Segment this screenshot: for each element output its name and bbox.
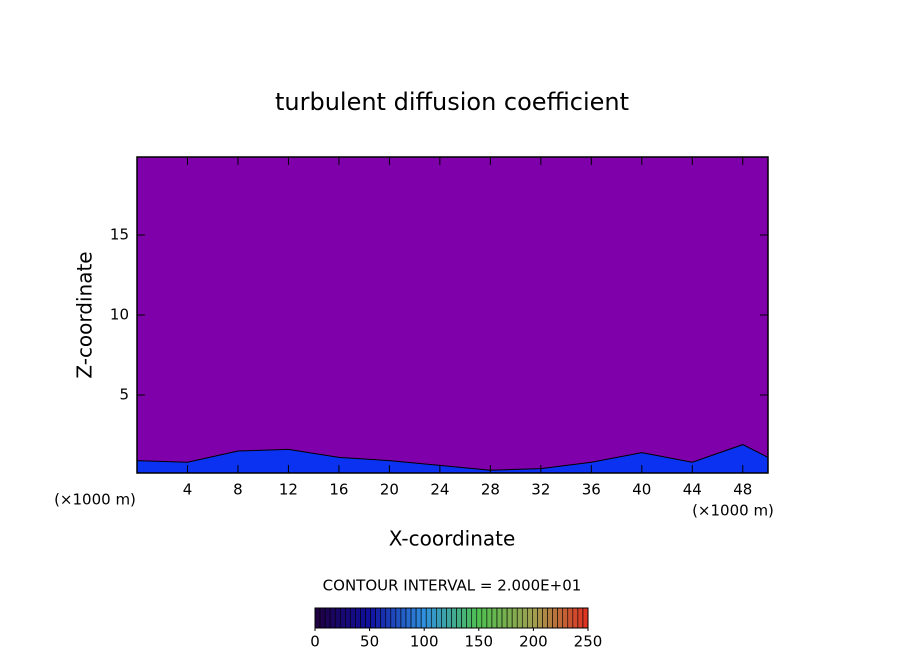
colorbar-cell: [375, 607, 382, 629]
colorbar-cell: [380, 607, 387, 629]
colorbar-cell: [456, 607, 462, 629]
x-tick-label: 32: [531, 481, 550, 499]
x-tick-label: 24: [430, 481, 449, 499]
colorbar-cell: [501, 607, 508, 629]
colorbar-cell: [370, 607, 376, 629]
y-tick-label: 5: [119, 386, 129, 404]
colorbar-cell: [451, 607, 457, 629]
colorbar-cell: [395, 607, 402, 629]
y-unit-label: (×1000 m): [54, 491, 136, 509]
x-tick-label: 28: [481, 481, 500, 499]
colorbar-cell: [430, 607, 437, 629]
colorbar-tick-label: 50: [360, 633, 379, 651]
colorbar-cell: [461, 607, 467, 629]
colorbar-frame: [314, 607, 589, 629]
colorbar-tick-label: 150: [464, 633, 493, 651]
colorbar-cell: [532, 607, 538, 629]
colorbar-tick-label: 0: [310, 633, 320, 651]
colorbar-tick-label: 200: [519, 633, 548, 651]
colorbar-cell: [385, 607, 392, 629]
background-field: [137, 157, 768, 473]
colorbar-cell: [542, 607, 548, 629]
colorbar-cell: [476, 607, 483, 629]
x-tick-label: 40: [632, 481, 651, 499]
colorbar-cell: [496, 607, 503, 629]
colorbar-cell: [537, 607, 543, 629]
x-tick-label: 20: [380, 481, 399, 499]
colorbar-label: CONTOUR INTERVAL = 2.000E+01: [323, 577, 582, 595]
colorbar-cell: [552, 607, 558, 629]
y-tick-label: 15: [110, 226, 129, 244]
colorbar-cell: [582, 607, 589, 629]
x-unit-label: (×1000 m): [692, 502, 774, 520]
colorbar-cell: [557, 607, 564, 629]
colorbar-cell: [420, 607, 427, 629]
x-tick-label: 36: [582, 481, 601, 499]
colorbar-cell: [527, 607, 533, 629]
colorbar-cell: [471, 607, 478, 629]
colorbar-cell: [436, 607, 442, 629]
y-axis-label: Z-coordinate: [73, 251, 97, 378]
x-tick-label: 8: [233, 481, 243, 499]
colorbar-cell: [319, 607, 326, 629]
colorbar-cell: [572, 607, 579, 629]
x-tick-label: 44: [683, 481, 702, 499]
colorbar-cell: [400, 607, 407, 629]
colorbar-cell: [516, 607, 523, 629]
colorbar-cell: [390, 607, 397, 629]
x-tick-label: 48: [733, 481, 752, 499]
chart-title: turbulent diffusion coefficient: [275, 88, 629, 116]
colorbar-cell: [415, 607, 422, 629]
colorbar-cell: [567, 607, 574, 629]
colorbar-cell: [425, 607, 432, 629]
colorbar-cell: [511, 607, 518, 629]
colorbar-tick-label: 100: [410, 633, 439, 651]
colorbar-cell: [365, 607, 371, 629]
x-tick-label: 4: [183, 481, 193, 499]
colorbar-cell: [441, 607, 447, 629]
colorbar-cell: [334, 607, 341, 629]
colorbar-cell: [324, 607, 331, 629]
colorbar-cell: [577, 607, 584, 629]
colorbar-cell: [329, 607, 336, 629]
colorbar-cell: [547, 607, 553, 629]
colorbar-cell: [481, 607, 488, 629]
colorbar-cell: [314, 607, 321, 629]
colorbar-cell: [350, 607, 356, 629]
colorbar-cell: [355, 607, 361, 629]
x-tick-label: 16: [329, 481, 348, 499]
colorbar-cell: [345, 607, 351, 629]
colorbar-cell: [446, 607, 452, 629]
colorbar-cell: [405, 607, 412, 629]
colorbar-cell: [521, 607, 528, 629]
colorbar-cell: [491, 607, 498, 629]
colorbar-cell: [506, 607, 513, 629]
colorbar-cell: [360, 607, 366, 629]
colorbar-cell: [562, 607, 569, 629]
y-tick-label: 10: [110, 306, 129, 324]
colorbar-cell: [339, 607, 346, 629]
colorbar-cell: [486, 607, 493, 629]
colorbar-cell: [410, 607, 417, 629]
colorbar-cell: [466, 607, 473, 629]
x-axis-label: X-coordinate: [389, 527, 516, 551]
x-tick-label: 12: [279, 481, 298, 499]
colorbar-tick-label: 250: [574, 633, 603, 651]
